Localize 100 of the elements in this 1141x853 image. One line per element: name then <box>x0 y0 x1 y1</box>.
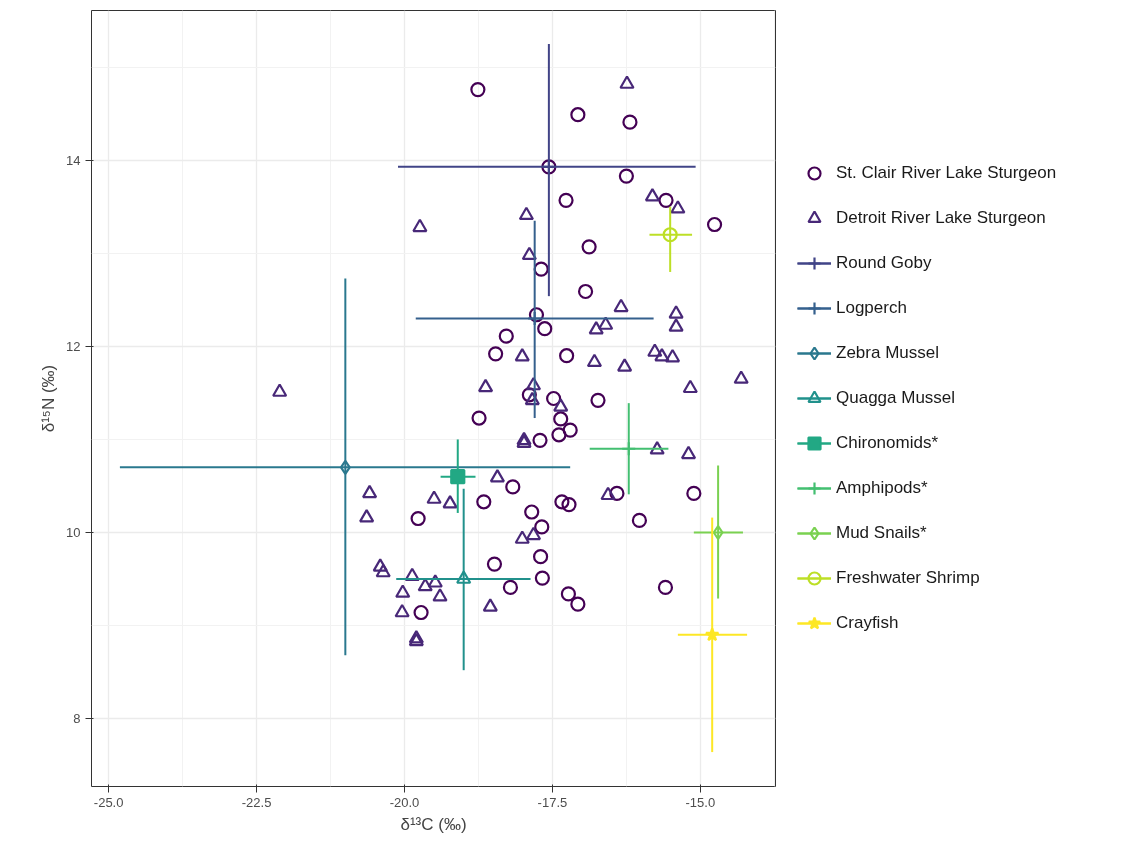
x-tick-label: -22.5 <box>241 794 272 810</box>
point <box>733 370 749 384</box>
point <box>533 261 549 277</box>
point <box>505 479 521 495</box>
point <box>450 469 466 485</box>
point <box>617 358 633 372</box>
point <box>554 494 570 510</box>
point <box>668 318 684 332</box>
point <box>533 549 549 565</box>
x-tick-label: -25.0 <box>93 794 124 810</box>
point <box>477 378 494 393</box>
point <box>686 485 702 501</box>
point <box>644 187 661 202</box>
y-axis-title: δ¹⁵N (‰) <box>39 364 59 433</box>
point <box>622 114 638 130</box>
point <box>375 563 391 578</box>
legend-label: Amphipods* <box>836 478 928 498</box>
point <box>668 305 684 319</box>
y-tick-label: 10 <box>66 524 81 540</box>
legend-label: Detroit River Lake Sturgeon <box>836 208 1046 228</box>
point <box>682 379 698 394</box>
point <box>456 570 472 584</box>
point <box>590 392 606 408</box>
point <box>706 216 723 233</box>
point <box>562 422 578 438</box>
point <box>514 348 530 362</box>
point <box>561 496 577 513</box>
point <box>498 328 514 344</box>
point <box>657 579 674 595</box>
legend-label: Crayfish <box>836 613 899 633</box>
point <box>524 504 540 520</box>
point <box>489 468 505 483</box>
point <box>598 316 614 330</box>
point <box>534 570 550 586</box>
point <box>546 390 562 407</box>
point <box>427 574 443 588</box>
point <box>618 168 634 184</box>
point <box>670 200 686 214</box>
point <box>619 75 635 89</box>
point <box>476 494 492 510</box>
point <box>470 82 486 98</box>
legend-label: Mud Snails* <box>836 523 927 543</box>
point <box>482 598 498 612</box>
y-tick-label: 14 <box>66 152 81 168</box>
point <box>647 343 663 357</box>
point <box>362 484 378 499</box>
point <box>553 411 569 427</box>
point <box>412 218 428 233</box>
point <box>525 376 542 391</box>
x-axis-title: δ¹³C (‰) <box>400 814 467 834</box>
point <box>588 321 604 335</box>
point <box>654 348 670 362</box>
point <box>600 486 616 501</box>
point <box>514 530 530 544</box>
point <box>395 584 411 598</box>
point <box>534 519 550 535</box>
point <box>488 346 504 362</box>
point <box>394 603 410 618</box>
legend-label: St. Clair River Lake Sturgeon <box>836 163 1057 183</box>
point <box>527 310 543 327</box>
y-tick-label: 12 <box>66 338 81 354</box>
legend-label: Round Goby <box>836 253 932 273</box>
point <box>551 427 567 443</box>
x-tick-label: -15.0 <box>685 794 716 810</box>
point <box>442 495 458 509</box>
point <box>359 508 375 523</box>
point <box>649 441 665 455</box>
point <box>680 445 697 460</box>
legend-label: Quagga Mussel <box>836 388 956 408</box>
point <box>528 307 545 323</box>
point <box>664 348 681 363</box>
point <box>413 604 429 621</box>
legend-label: Logperch <box>836 298 907 318</box>
x-tick-label: -20.0 <box>389 794 420 810</box>
legend-label: Freshwater Shrimp <box>836 568 980 588</box>
point <box>704 627 720 642</box>
point <box>570 107 586 123</box>
point <box>558 192 574 208</box>
point <box>525 526 542 541</box>
point <box>712 524 724 541</box>
point <box>410 510 426 527</box>
legend-label: Zebra Mussel <box>836 343 939 363</box>
point <box>658 192 674 208</box>
point <box>621 441 637 457</box>
point <box>532 432 548 448</box>
point <box>521 387 537 403</box>
point <box>559 348 575 364</box>
point <box>404 567 420 582</box>
legend-label: Chironomids* <box>836 433 939 453</box>
point <box>581 239 597 255</box>
point <box>537 321 553 337</box>
point <box>577 283 594 300</box>
y-tick-label: 8 <box>73 711 81 727</box>
point <box>486 556 503 572</box>
point <box>524 391 540 406</box>
point <box>560 586 577 602</box>
point <box>372 558 388 572</box>
point <box>553 398 569 412</box>
point <box>426 490 442 504</box>
point <box>570 596 586 612</box>
